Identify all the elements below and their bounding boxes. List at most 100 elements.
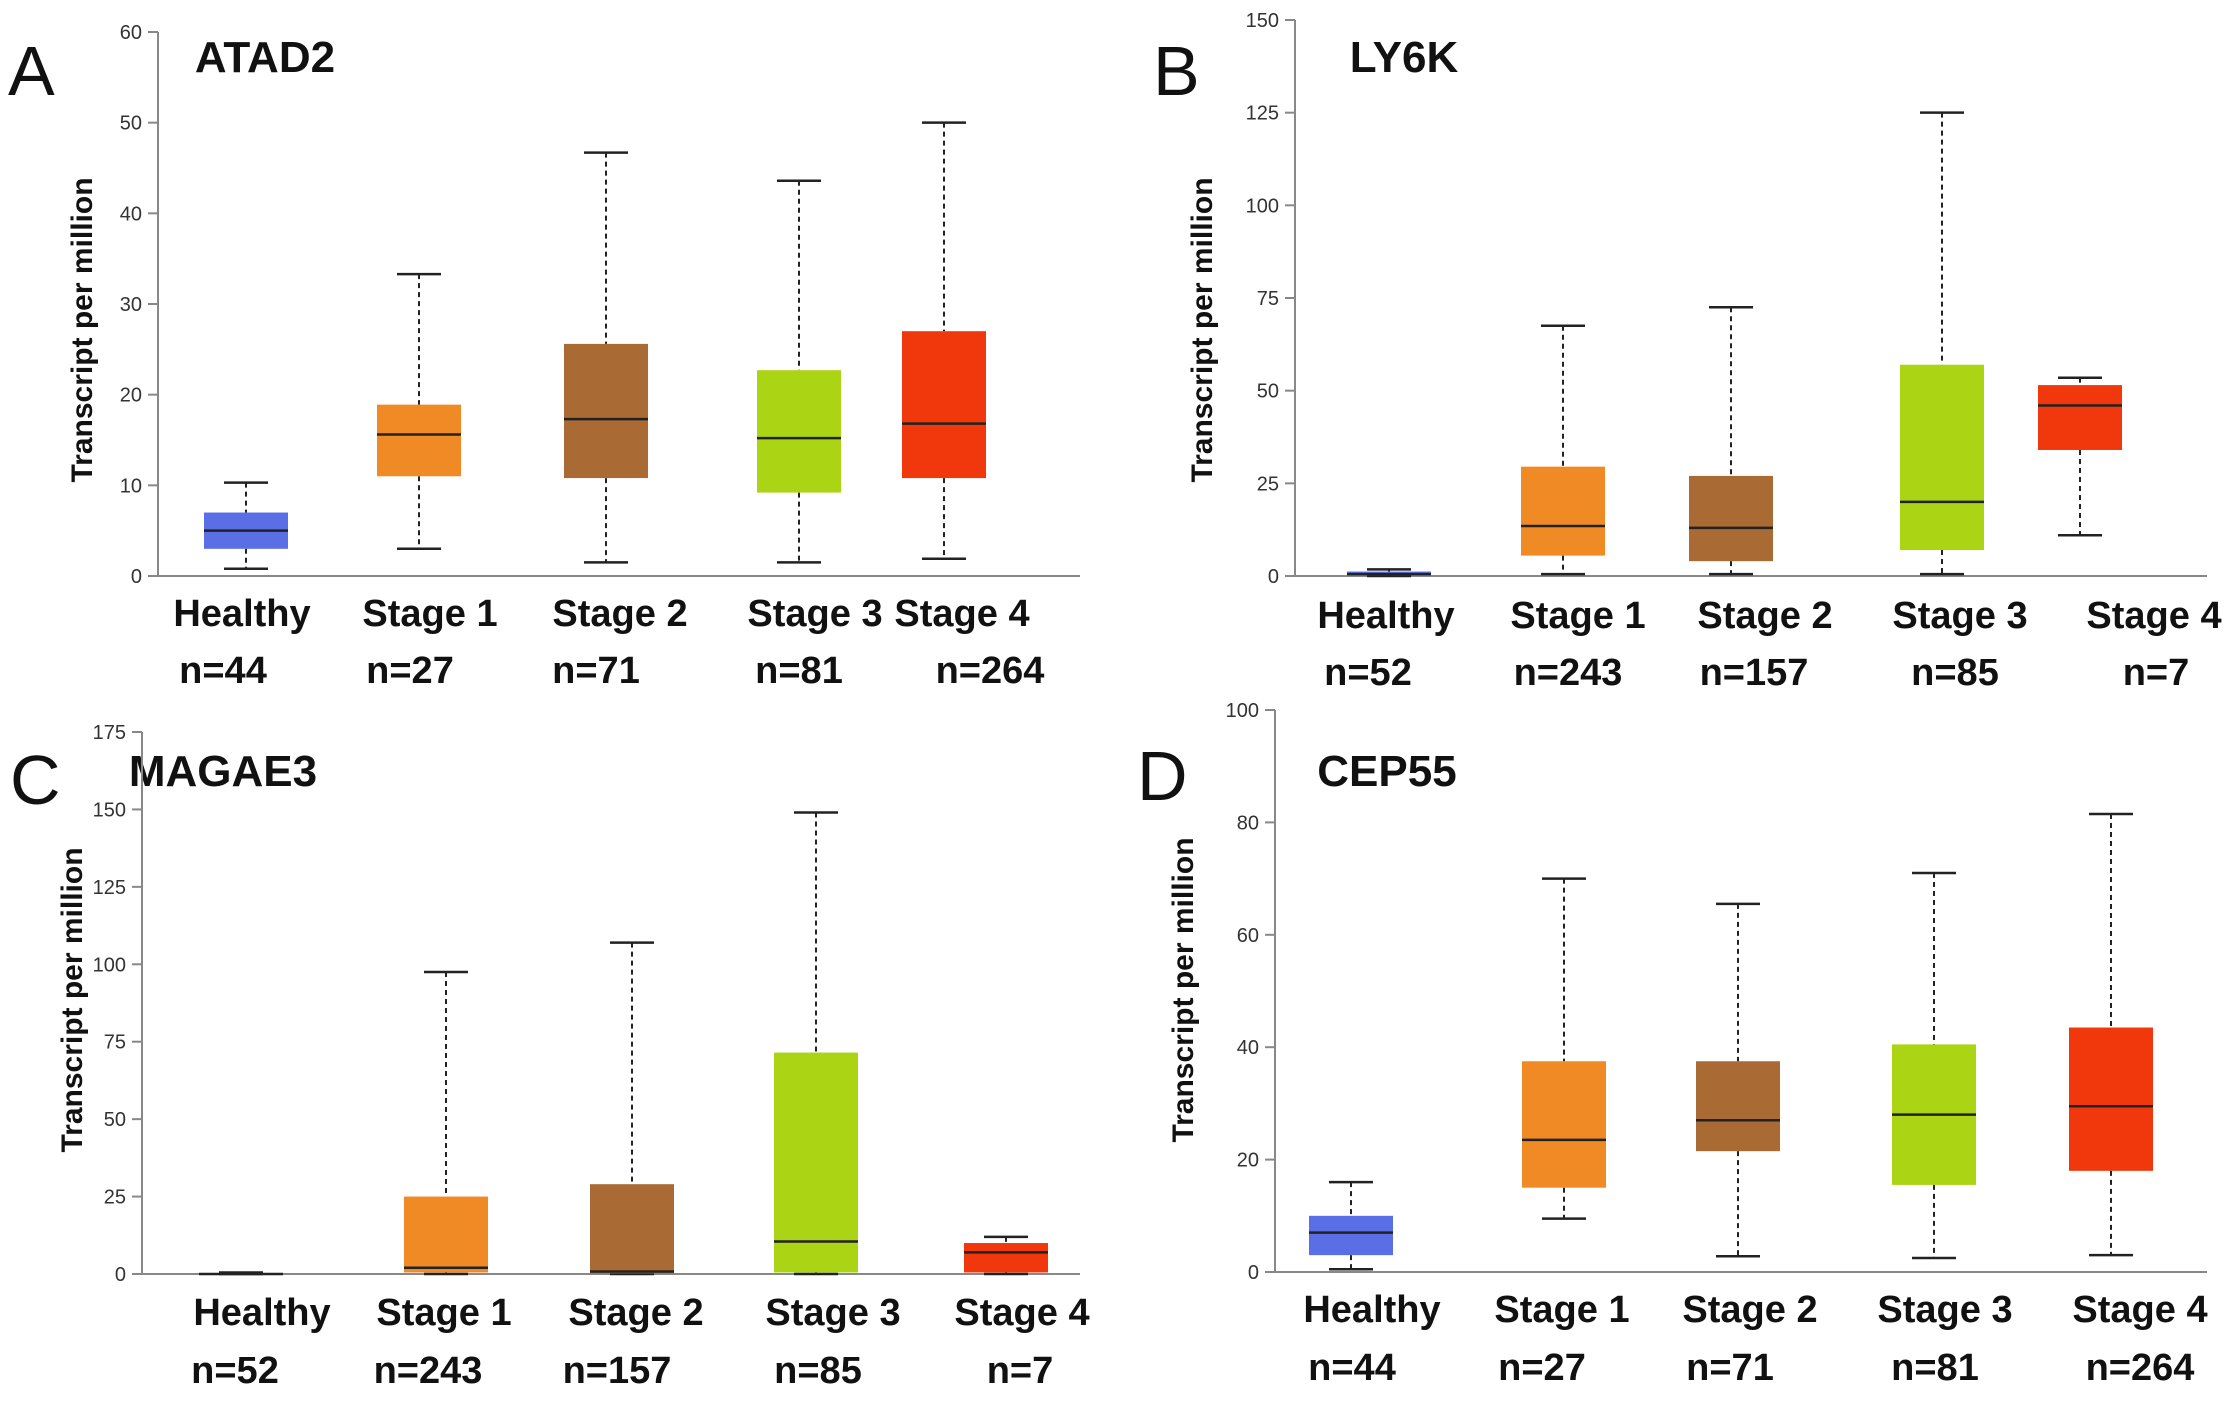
iqr-box xyxy=(1689,475,1773,562)
category-label: Stage 3 xyxy=(747,593,882,635)
box-stage-2 xyxy=(590,941,674,1276)
category-label: Stage 4 xyxy=(894,593,1029,635)
sample-size-label: n=7 xyxy=(2123,652,2190,694)
y-tick-label: 150 xyxy=(93,799,126,821)
sample-size-label: n=44 xyxy=(1308,1347,1396,1389)
sample-size-label: n=85 xyxy=(1911,652,1999,694)
box-stage-1 xyxy=(404,970,488,1276)
iqr-box xyxy=(404,1196,488,1273)
sample-size-label: n=264 xyxy=(936,650,1045,692)
y-tick-label: 30 xyxy=(120,294,142,316)
y-tick-label: 75 xyxy=(1257,288,1279,310)
y-tick-label: 0 xyxy=(1248,1262,1259,1284)
gene-title: MAGAE3 xyxy=(129,747,317,796)
sample-size-label: n=52 xyxy=(191,1350,279,1392)
y-tick-label: 50 xyxy=(104,1109,126,1131)
panel-letter: A xyxy=(8,32,55,110)
category-label: Stage 2 xyxy=(552,593,687,635)
y-axis-label: Transcript per million xyxy=(1167,837,1200,1142)
category-label: Stage 1 xyxy=(1494,1289,1629,1331)
y-axis-label: Transcript per million xyxy=(1186,177,1219,482)
sample-size-label: n=157 xyxy=(1700,652,1809,694)
box-stage-2 xyxy=(1696,902,1780,1258)
y-tick-label: 125 xyxy=(93,877,126,899)
box-stage-3 xyxy=(1892,871,1976,1260)
category-label: Stage 2 xyxy=(1682,1289,1817,1331)
category-label: Stage 1 xyxy=(1510,595,1645,637)
box-healthy xyxy=(1347,568,1431,578)
iqr-box xyxy=(590,1184,674,1274)
box-stage-4 xyxy=(902,121,986,561)
chart-panel-b: B LY6K Transcript per million 0 25 50 75 100 125… xyxy=(1153,10,2222,694)
iqr-box xyxy=(774,1052,858,1273)
y-tick-label: 175 xyxy=(93,722,126,744)
box-stage-3 xyxy=(774,811,858,1276)
category-label: Stage 4 xyxy=(954,1292,1089,1334)
sample-size-label: n=243 xyxy=(1514,652,1623,694)
category-label: Healthy xyxy=(1317,595,1454,637)
y-tick-label: 100 xyxy=(1246,195,1279,217)
category-label: Stage 2 xyxy=(568,1292,703,1334)
sample-size-label: n=157 xyxy=(563,1350,672,1392)
iqr-box xyxy=(1309,1215,1393,1256)
iqr-box xyxy=(2038,385,2122,450)
y-tick-label: 100 xyxy=(93,954,126,976)
iqr-box xyxy=(964,1243,1048,1273)
y-tick-label: 125 xyxy=(1246,103,1279,125)
iqr-box xyxy=(377,404,461,477)
gene-title: CEP55 xyxy=(1317,747,1456,796)
panel-letter: B xyxy=(1153,32,1200,110)
gene-title: ATAD2 xyxy=(195,33,335,82)
y-tick-label: 40 xyxy=(120,203,142,225)
panel-letter: C xyxy=(10,741,61,819)
y-tick-label: 40 xyxy=(1237,1037,1259,1059)
sample-size-label: n=71 xyxy=(1686,1347,1774,1389)
y-tick-label: 150 xyxy=(1246,10,1279,32)
iqr-box xyxy=(1696,1061,1780,1152)
y-tick-label: 0 xyxy=(1268,566,1279,588)
category-label: Stage 1 xyxy=(376,1292,511,1334)
y-tick-label: 50 xyxy=(120,113,142,135)
box-stage-4 xyxy=(2038,376,2122,537)
box-stage-2 xyxy=(564,151,648,564)
y-tick-label: 0 xyxy=(115,1264,126,1286)
iqr-box xyxy=(902,331,986,479)
box-stage-1 xyxy=(1522,877,1606,1220)
category-label: Stage 4 xyxy=(2086,595,2221,637)
box-stage-4 xyxy=(2069,812,2153,1257)
y-tick-label: 20 xyxy=(1237,1150,1259,1172)
chart-panel-a: A ATAD2 Transcript per million 0 10 20 30 40 50 6… xyxy=(8,22,1080,692)
sample-size-label: n=81 xyxy=(755,650,843,692)
box-stage-4 xyxy=(964,1235,1048,1276)
sample-size-label: n=27 xyxy=(366,650,454,692)
category-label: Stage 2 xyxy=(1697,595,1832,637)
sample-size-label: n=81 xyxy=(1891,1347,1979,1389)
box-healthy xyxy=(1309,1180,1393,1271)
box-stage-3 xyxy=(1900,111,1984,576)
category-label: Stage 1 xyxy=(362,593,497,635)
y-tick-label: 20 xyxy=(120,385,142,407)
sample-size-label: n=52 xyxy=(1324,652,1412,694)
y-tick-label: 100 xyxy=(1226,700,1259,722)
iqr-box xyxy=(1522,1061,1606,1188)
sample-size-label: n=264 xyxy=(2086,1347,2195,1389)
y-tick-label: 60 xyxy=(120,22,142,44)
chart-panel-d: D CEP55 Transcript per million 0 20 40 60 80 100… xyxy=(1137,700,2208,1389)
sample-size-label: n=7 xyxy=(987,1350,1054,1392)
category-label: Stage 3 xyxy=(765,1292,900,1334)
category-label: Stage 4 xyxy=(2072,1289,2207,1331)
sample-size-label: n=71 xyxy=(552,650,640,692)
box-healthy xyxy=(199,1271,283,1276)
category-label: Healthy xyxy=(1303,1289,1440,1331)
category-label: Stage 3 xyxy=(1892,595,2027,637)
box-healthy xyxy=(204,481,288,570)
y-axis-label: Transcript per million xyxy=(56,847,89,1152)
sample-size-label: n=243 xyxy=(374,1350,483,1392)
box-stage-2 xyxy=(1689,306,1773,576)
category-label: Stage 3 xyxy=(1877,1289,2012,1331)
panel-letter: D xyxy=(1137,737,1188,815)
y-axis-label: Transcript per million xyxy=(66,177,99,482)
y-tick-label: 80 xyxy=(1237,812,1259,834)
sample-size-label: n=27 xyxy=(1498,1347,1586,1389)
